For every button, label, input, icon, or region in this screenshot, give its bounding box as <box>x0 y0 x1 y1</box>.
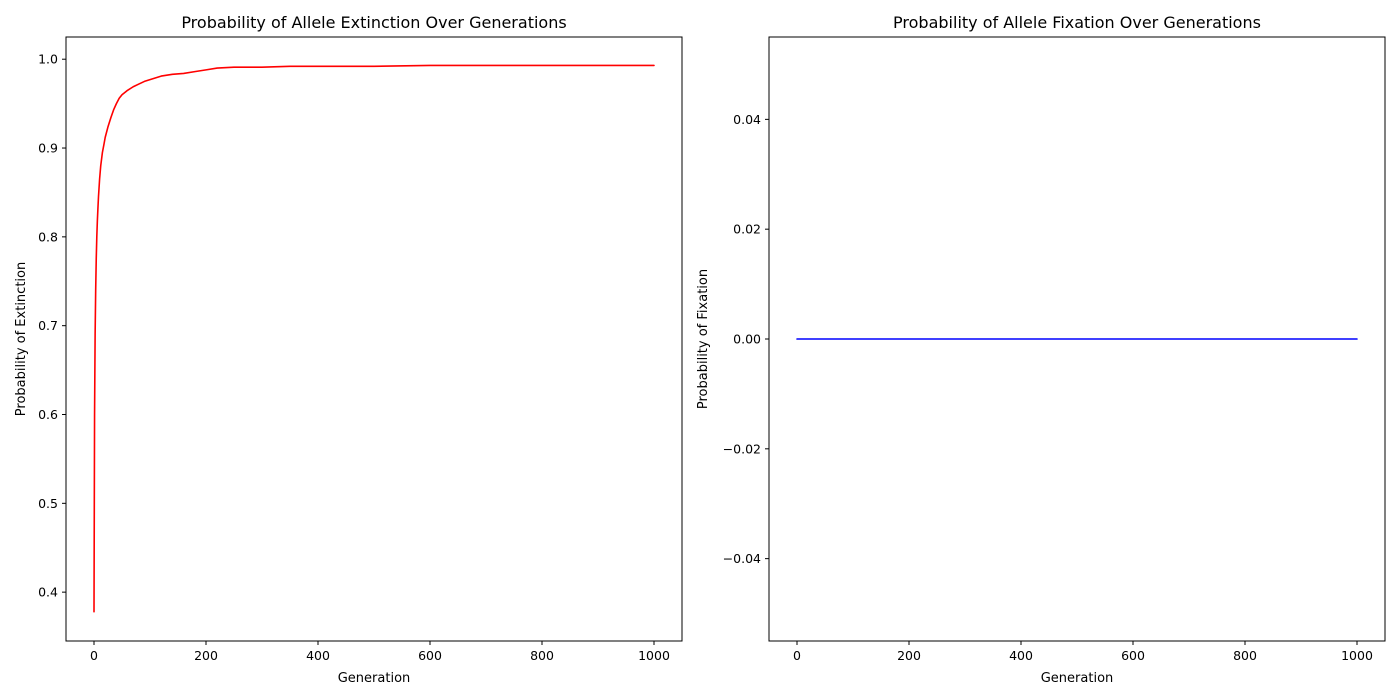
y-tick-label: 1.0 <box>38 52 58 67</box>
y-tick-label: 0.04 <box>733 112 761 127</box>
y-tick-label: 0.9 <box>38 141 58 156</box>
x-tick-label: 800 <box>530 648 554 663</box>
subplot-2: Probability of Allele Fixation Over Gene… <box>696 13 1386 686</box>
y-tick-label: 0.7 <box>38 318 58 333</box>
y-axis-label: Probability of Fixation <box>696 269 711 409</box>
y-axis-label: Probability of Extinction <box>14 262 29 416</box>
x-tick-label: 200 <box>897 648 921 663</box>
x-tick-label: 400 <box>306 648 330 663</box>
x-tick-label: 1000 <box>1341 648 1373 663</box>
x-tick-label: 400 <box>1009 648 1033 663</box>
y-tick-label: 0.8 <box>38 229 58 244</box>
chart-title: Probability of Allele Extinction Over Ge… <box>181 13 566 32</box>
x-axis-label: Generation <box>338 671 411 686</box>
y-tick-label: 0.4 <box>38 585 58 600</box>
plot-frame <box>65 36 683 642</box>
y-tick-label: 0.5 <box>38 496 58 511</box>
x-axis-label: Generation <box>1041 671 1114 686</box>
x-tick-label: 0 <box>793 648 801 663</box>
x-tick-label: 200 <box>194 648 218 663</box>
series-line-1 <box>93 64 655 613</box>
x-tick-label: 600 <box>418 648 442 663</box>
y-tick-label: 0.00 <box>733 332 761 347</box>
x-tick-label: 0 <box>90 648 98 663</box>
x-tick-label: 600 <box>1121 648 1145 663</box>
subplot-1: Probability of Allele Extinction Over Ge… <box>14 13 683 686</box>
y-tick-label: 0.02 <box>733 222 761 237</box>
chart-title: Probability of Allele Fixation Over Gene… <box>893 13 1261 32</box>
y-tick-label: 0.6 <box>38 407 58 422</box>
x-tick-label: 800 <box>1233 648 1257 663</box>
x-tick-label: 1000 <box>638 648 670 663</box>
y-tick-label: −0.04 <box>723 551 761 566</box>
y-tick-label: −0.02 <box>723 441 761 456</box>
